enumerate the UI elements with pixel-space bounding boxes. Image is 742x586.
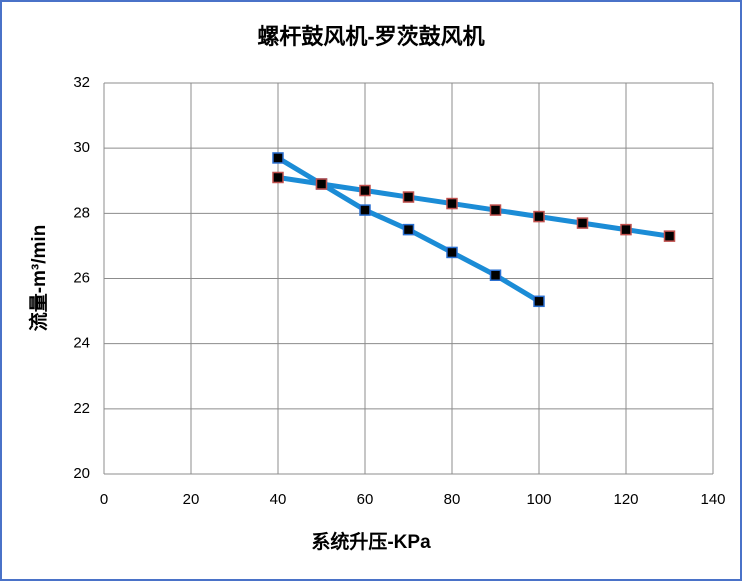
series-line: [277, 175, 670, 239]
x-axis-label: 系统升压-KPa: [311, 530, 431, 553]
chart-title: 螺杆鼓风机-罗茨鼓风机: [257, 24, 484, 49]
y-tick-label: 24: [73, 335, 90, 352]
x-tick-label: 20: [183, 491, 200, 508]
marker: [576, 217, 589, 229]
marker: [663, 230, 676, 242]
marker: [272, 171, 284, 184]
marker: [359, 204, 371, 216]
marker: [489, 204, 502, 216]
marker: [402, 223, 415, 236]
marker: [446, 197, 458, 210]
marker: [359, 184, 371, 197]
marker: [446, 246, 458, 259]
marker: [272, 152, 284, 164]
marker: [489, 269, 502, 281]
x-tick-label: 0: [100, 491, 108, 508]
y-tick-label: 22: [73, 400, 90, 417]
marker: [533, 210, 545, 223]
marker: [315, 178, 328, 190]
y-tick-label: 32: [73, 74, 90, 91]
y-tick-label: 26: [73, 269, 90, 286]
x-tick-label: 100: [526, 491, 551, 508]
y-tick-label: 20: [73, 465, 90, 482]
marker: [620, 223, 632, 236]
x-tick-label: 80: [444, 491, 461, 508]
y-tick-label: 30: [73, 139, 90, 156]
x-tick-label: 60: [357, 491, 374, 508]
y-tick-label: 28: [73, 204, 90, 221]
marker: [533, 295, 545, 308]
marker: [402, 191, 415, 203]
x-tick-label: 40: [270, 491, 287, 508]
x-tick-label: 120: [613, 491, 638, 508]
y-axis-label: 流量-m³/min: [27, 225, 50, 332]
x-tick-label: 140: [700, 491, 725, 508]
